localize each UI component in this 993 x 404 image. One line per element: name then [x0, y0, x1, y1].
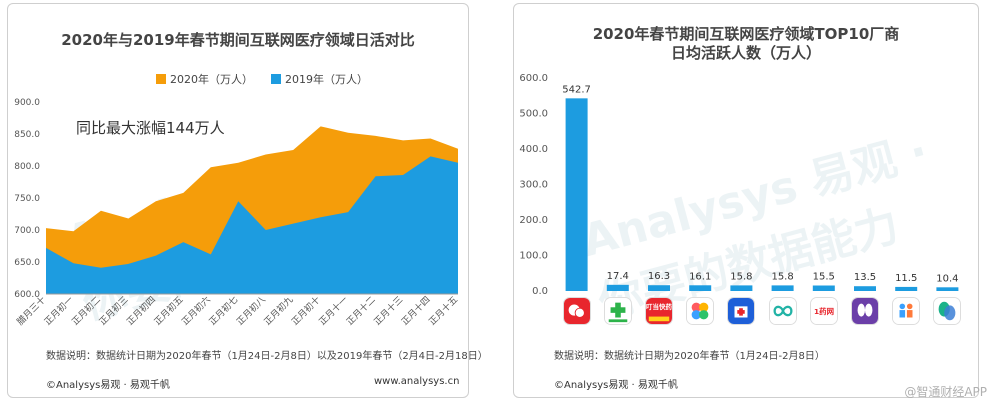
x-tick-label: 正月初十 — [289, 294, 323, 328]
right-chart-panel: Analysys 易观 · 你要的数据能力 2020年春节期间互联网医疗领域TO… — [513, 3, 979, 398]
app-icon-text: 叮当快药 — [646, 302, 672, 311]
x-tick-label: 正月初三 — [97, 294, 131, 328]
x-tick-label: 正月初一 — [42, 294, 76, 328]
y-tick-label: 850.0 — [14, 130, 40, 140]
wechat-doctor-icon — [562, 297, 591, 325]
y-tick-label: 600.0 — [519, 73, 548, 84]
flower-app-icon — [686, 297, 715, 325]
y-tick-label: 900.0 — [14, 98, 40, 108]
left-footer-url[interactable]: www.analysys.cn — [374, 376, 460, 387]
dingdang-pharmacy-icon: 叮当快药 — [645, 297, 673, 325]
bar-value-label: 15.8 — [771, 271, 793, 282]
y-tick-label: 400.0 — [519, 144, 548, 155]
y-tick-label: 600.0 — [14, 290, 40, 300]
x-tick-label: 正月初五 — [152, 294, 186, 328]
x-tick-label: 正月十五 — [426, 294, 460, 328]
right-data-note: 数据说明：数据统计日期为2020年春节（1月24日-2月8日） — [554, 351, 825, 362]
area-series-2019 — [46, 156, 458, 294]
left-footer-source: ©Analysys易观 · 易观千帆 — [46, 380, 170, 391]
y-tick-label: 200.0 — [519, 215, 548, 226]
bar-value-label: 15.5 — [813, 271, 835, 282]
y-tick-label: 800.0 — [14, 162, 40, 172]
x-tick-label: 正月初九 — [261, 294, 295, 328]
left-data-note: 数据说明：数据统计日期为2020年春节（1月24日-2月8日）以及2019年春节… — [46, 351, 488, 362]
x-tick-label: 正月初四 — [124, 294, 158, 328]
bar-value-label: 15.8 — [730, 271, 752, 282]
x-tick-label: 正月初七 — [206, 294, 240, 328]
y-tick-label: 650.0 — [14, 258, 40, 268]
area-chart: 600.0650.0700.0750.0800.0850.0900.0腊月三十正… — [14, 98, 460, 328]
x-tick-label: 正月十二 — [344, 294, 378, 328]
left-legend: 2020年（万人） 2019年（万人） — [156, 71, 368, 87]
y-tick-label: 700.0 — [14, 226, 40, 236]
green-leaf-icon — [933, 297, 962, 325]
bar-4 — [689, 285, 712, 291]
1-q-app-icon: 1药网 — [809, 297, 838, 325]
x-tick-label: 正月十一 — [316, 294, 350, 328]
bar-9 — [895, 286, 918, 291]
legend-swatch-2020 — [156, 74, 166, 84]
legend-item-2020: 2020年（万人） — [156, 71, 253, 87]
bar-2 — [606, 284, 629, 291]
left-chart-title: 2020年与2019年春节期间互联网医疗领域日活对比 — [61, 31, 415, 49]
app-icon-text: 1药网 — [814, 306, 834, 316]
bar-value-label: 11.5 — [895, 273, 917, 284]
y-tick-label: 0.0 — [532, 286, 548, 297]
max-growth-callout: 同比最大涨幅144万人 — [76, 119, 225, 137]
x-tick-label: 正月十四 — [399, 294, 433, 328]
bar-value-label: 10.4 — [936, 273, 958, 284]
health-cross-icon — [603, 297, 632, 325]
y-tick-label: 100.0 — [519, 251, 548, 262]
y-tick-label: 300.0 — [519, 180, 548, 191]
legend-label-2020: 2020年（万人） — [170, 73, 253, 86]
left-chart-panel: Analysys 易观 · 你要的数据能力 2020年与2019年春节期间互联网… — [7, 3, 488, 398]
legend-item-2019: 2019年（万人） — [271, 71, 368, 87]
bar-5 — [730, 285, 753, 291]
right-footer-source: ©Analysys易观 · 易观千帆 — [554, 380, 678, 391]
x-tick-label: 正月初六 — [179, 294, 213, 328]
bar-value-label: 13.5 — [854, 272, 876, 283]
bar-value-label: 16.3 — [648, 271, 670, 282]
right-chart-title-line2: 日均活跃人数（万人） — [670, 44, 821, 62]
legend-label-2019: 2019年（万人） — [285, 73, 368, 86]
bar-chart: 0.0 100.0 200.0 300.0 400.0 500.0 600.0 542.7 17… — [519, 73, 959, 297]
bar-value-label: 17.4 — [607, 271, 629, 282]
purple-flower-icon — [851, 297, 879, 325]
bar-6 — [771, 285, 794, 291]
right-chart-title-line1: 2020年春节期间互联网医疗领域TOP10厂商 — [592, 25, 900, 43]
y-tick-label: 500.0 — [519, 109, 548, 120]
legend-swatch-2019 — [271, 74, 281, 84]
bar-value-label: 542.7 — [562, 84, 591, 95]
people-app-icon — [892, 297, 921, 325]
x-tick-label: 正月十三 — [371, 294, 405, 328]
bar-value-label: 16.1 — [689, 271, 711, 282]
bar-3 — [648, 285, 670, 291]
bar-1 — [565, 98, 588, 292]
bar-7 — [812, 285, 835, 291]
x-tick-label: 正月初八 — [234, 294, 268, 328]
bar-8 — [854, 286, 876, 291]
corner-watermark: @智通财经APP — [904, 385, 987, 399]
x-tick-label: 正月初二 — [69, 294, 103, 328]
y-tick-label: 750.0 — [14, 194, 40, 204]
bar-10 — [936, 287, 959, 291]
hospital-app-icon — [727, 297, 756, 325]
infinity-app-icon — [768, 297, 797, 325]
